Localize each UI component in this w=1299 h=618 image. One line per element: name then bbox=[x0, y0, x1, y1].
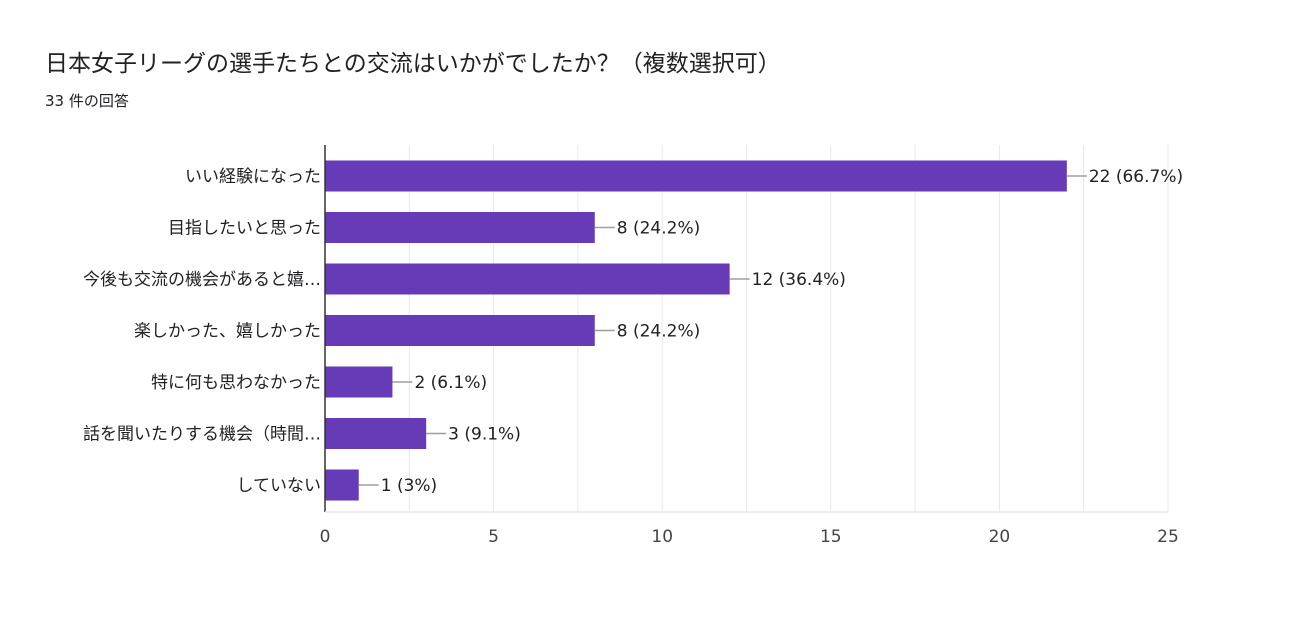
labels: 22 (66.7%) いい経験になった 8 (24.2%) 目指したいと思った 12 (… bbox=[83, 167, 1183, 496]
category-label: 話を聞いたりする機会（時間… bbox=[83, 425, 321, 445]
category-label: いい経験になった bbox=[185, 167, 321, 187]
x-tick-label: 10 bbox=[651, 527, 673, 547]
x-tick-label: 0 bbox=[320, 527, 331, 547]
bar bbox=[325, 469, 359, 501]
bar bbox=[325, 263, 730, 295]
category-label: 楽しかった、嬉しかった bbox=[134, 322, 321, 342]
category-label: 目指したいと思った bbox=[168, 219, 321, 239]
axes: 0 5 10 15 20 25 bbox=[320, 145, 1179, 547]
x-tick-label: 15 bbox=[820, 527, 842, 547]
category-label: 今後も交流の機会があると嬉… bbox=[83, 270, 321, 290]
x-tick-label: 20 bbox=[989, 527, 1011, 547]
category-label: 特に何も思わなかった bbox=[151, 373, 321, 393]
category-label: していない bbox=[237, 476, 322, 496]
bar bbox=[325, 418, 427, 449]
x-tick-label: 5 bbox=[488, 527, 499, 547]
bar-value-label: 1 (3%) bbox=[381, 476, 437, 496]
bar bbox=[325, 212, 595, 243]
bar-value-label: 22 (66.7%) bbox=[1089, 167, 1183, 187]
bar bbox=[325, 160, 1067, 192]
chart-title: 日本女子リーグの選手たちとの交流はいかがでしたか？（複数選択可） bbox=[45, 51, 781, 77]
bar bbox=[325, 366, 393, 398]
x-tick-label: 25 bbox=[1157, 527, 1179, 547]
bar-value-label: 3 (9.1%) bbox=[448, 425, 521, 445]
bar-value-label: 2 (6.1%) bbox=[414, 373, 487, 393]
bar-value-label: 8 (24.2%) bbox=[617, 322, 701, 342]
bar-value-label: 8 (24.2%) bbox=[617, 219, 701, 239]
bar-value-label: 12 (36.4%) bbox=[752, 270, 846, 290]
response-count: 33 件の回答 bbox=[45, 92, 129, 110]
bars bbox=[325, 160, 1067, 501]
bar bbox=[325, 315, 595, 346]
